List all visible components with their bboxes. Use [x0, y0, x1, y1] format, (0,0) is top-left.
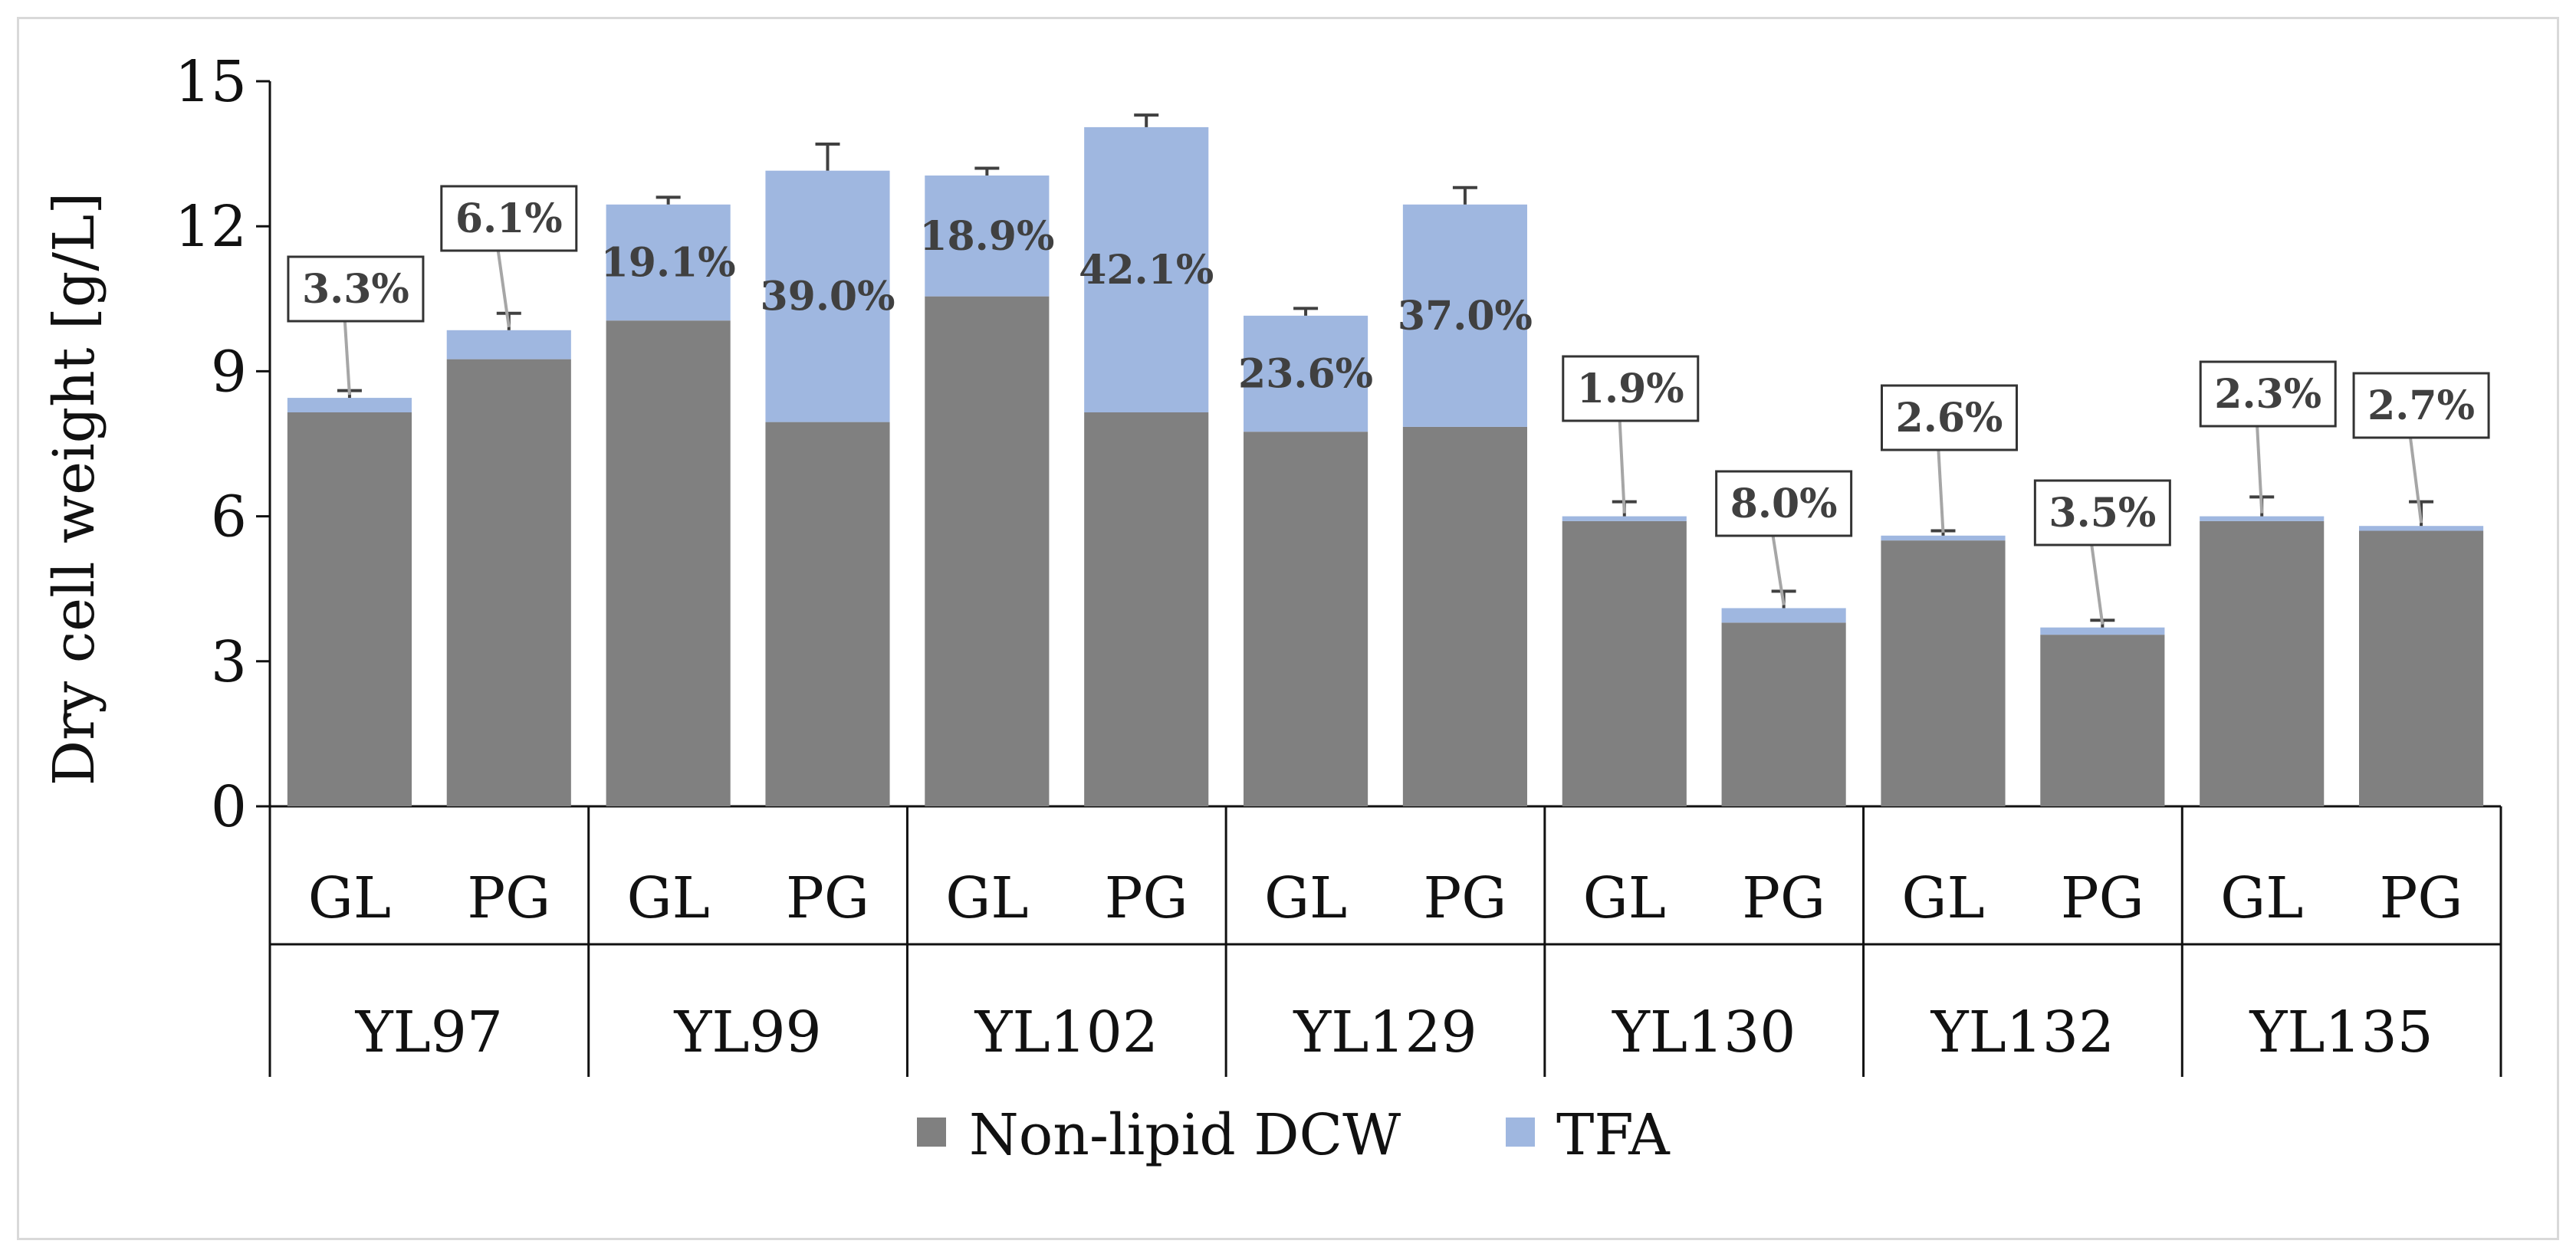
bars [287, 113, 2484, 807]
legend-label-tfa: TFA [1556, 1102, 1671, 1168]
callout-box [1562, 355, 1700, 422]
y-tick-label: 0 [211, 774, 247, 840]
tfa-percent-label: 37.0% [1398, 293, 1533, 340]
legend: Non-lipid DCW TFA [917, 1102, 1671, 1168]
y-tick-label: 9 [211, 339, 247, 405]
bar-non-lipid-dcw [925, 296, 1050, 806]
x-group-label-yl130: YL130 [1612, 999, 1796, 1065]
bar-tfa [287, 398, 412, 413]
callout-leader-line [496, 250, 511, 328]
callout-leader-line [1937, 449, 1945, 533]
callout-box [2352, 372, 2490, 439]
tfa-percent-label: 2.3% [2214, 371, 2321, 418]
callout-leader-line [2090, 544, 2104, 625]
callout-box [2199, 360, 2337, 428]
y-tick-label: 6 [211, 484, 247, 550]
callout-leader-line [2409, 437, 2423, 523]
legend-swatch-tfa [1506, 1118, 1535, 1147]
callout-box [440, 185, 578, 252]
bar-non-lipid-dcw [1084, 412, 1209, 806]
legend-label-non-lipid-dcw: Non-lipid DCW [969, 1102, 1401, 1168]
tfa-percent-label: 2.7% [2367, 382, 2475, 429]
y-tick-label: 12 [175, 194, 247, 260]
x-category-label: GL [1264, 865, 1347, 931]
x-category-label: GL [627, 865, 710, 931]
callout-box [1715, 470, 1853, 537]
bar-non-lipid-dcw [2040, 635, 2165, 806]
bar-tfa [1244, 315, 1368, 432]
callout-leader-line [1771, 535, 1786, 606]
callout-leader-line [343, 320, 351, 395]
x-group-label-yl99: YL99 [673, 999, 821, 1065]
tfa-percent-label: 8.0% [1730, 481, 1838, 527]
callout-leader-line [2256, 425, 2264, 514]
x-group-label-yl135: YL135 [2249, 999, 2433, 1065]
callout-box [2033, 479, 2171, 546]
bar-non-lipid-dcw [1721, 622, 1846, 806]
bar-tfa [1721, 608, 1846, 623]
tfa-percent-label: 3.5% [2049, 490, 2156, 537]
bar-non-lipid-dcw [1562, 520, 1687, 806]
bar-tfa [2040, 627, 2165, 635]
tfa-percent-label: 39.0% [760, 274, 895, 320]
x-category-label: PG [786, 865, 869, 931]
tfa-percent-label: 3.3% [302, 266, 409, 313]
x-category-label: GL [2220, 865, 2303, 931]
x-group-label-yl102: YL102 [974, 999, 1158, 1065]
x-category-label: PG [1742, 865, 1825, 931]
bar-tfa [2200, 516, 2325, 521]
x-category-label: PG [2380, 865, 2463, 931]
tfa-percent-label: 42.1% [1079, 247, 1214, 294]
tfa-percent-label: 1.9% [1577, 366, 1684, 412]
data-labels: 3.3% 6.1% 19.1% 39.0% 18.9% 42.1% 23.6% 37.0% 1.… [287, 185, 2490, 625]
bar-tfa [446, 330, 571, 359]
legend-swatch-non-lipid-dcw [917, 1118, 946, 1147]
bar-tfa [1402, 204, 1527, 427]
x-category-label: PG [1105, 865, 1188, 931]
x-group-label-yl132: YL132 [1930, 999, 2114, 1065]
bar-non-lipid-dcw [1402, 426, 1527, 806]
y-axis-label: Dry cell weight [g/L] [41, 192, 107, 786]
bar-tfa [1084, 126, 1209, 413]
tfa-percent-label: 23.6% [1238, 351, 1373, 398]
tfa-percent-label: 2.6% [1896, 395, 2003, 441]
x-category-label: GL [1583, 865, 1666, 931]
bar-non-lipid-dcw [1244, 432, 1368, 806]
bar-non-lipid-dcw [765, 422, 890, 806]
bar-tfa [765, 170, 890, 422]
bar-tfa [1881, 535, 2006, 541]
bar-non-lipid-dcw [2200, 520, 2325, 806]
x-category-label: PG [467, 865, 550, 931]
x-group-label-yl97: YL97 [355, 999, 503, 1065]
bar-tfa [925, 175, 1050, 297]
y-tick-label: 15 [175, 49, 247, 115]
tfa-percent-label: 19.1% [601, 240, 736, 287]
bar-non-lipid-dcw [287, 412, 412, 806]
x-category-label: GL [1901, 865, 1984, 931]
x-category-label: GL [945, 865, 1028, 931]
callout-leader-line [1618, 420, 1626, 514]
callout-box [287, 255, 425, 323]
tfa-percent-label: 18.9% [919, 213, 1054, 260]
x-category-label: GL [308, 865, 391, 931]
bar-non-lipid-dcw [606, 320, 731, 806]
bar-tfa [1562, 516, 1687, 521]
axes: 0 3 6 9 12 15 GL PG GL PG GL PG GL PG GL PG GL PG GL PG YL97… [175, 49, 2502, 1077]
bar-non-lipid-dcw [1881, 540, 2006, 806]
x-category-label: PG [1423, 865, 1506, 931]
tfa-percent-label: 6.1% [455, 195, 563, 242]
bar-non-lipid-dcw [446, 359, 571, 807]
callout-box [1881, 384, 2018, 451]
bar-tfa [2359, 526, 2484, 531]
x-group-label-yl129: YL129 [1293, 999, 1477, 1065]
x-category-label: PG [2061, 865, 2144, 931]
y-tick-label: 3 [211, 629, 247, 695]
bar-tfa [606, 204, 731, 321]
bar-non-lipid-dcw [2359, 530, 2484, 806]
